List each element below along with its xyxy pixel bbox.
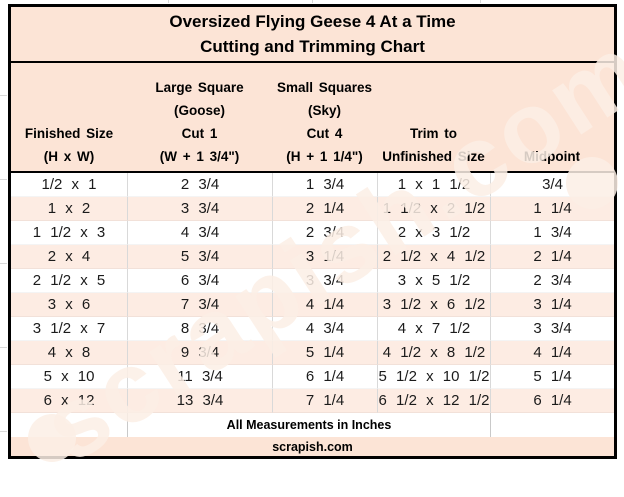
- column-header-finished-size: Finished Size (H x W): [11, 63, 127, 171]
- header-line: Midpoint: [523, 149, 581, 164]
- chart-title-line2: Cutting and Trimming Chart: [200, 37, 425, 56]
- header-divider: [11, 171, 614, 173]
- table-cell: 6 3/4: [127, 269, 272, 293]
- table-cell: 2 1/4: [490, 245, 614, 269]
- table-cell: 2 3/4: [272, 221, 377, 245]
- table-cell: 6 1/2 x 12 1/2: [377, 389, 490, 413]
- table-cell: 6 x 12: [11, 389, 127, 413]
- table-cell: 5 1/2 x 10 1/2: [377, 365, 490, 389]
- table-cell: 11 3/4: [127, 365, 272, 389]
- table-cell: 1/2 x 1: [11, 173, 127, 197]
- column-header-trim-to: Trim to Unfinished Size: [377, 63, 490, 171]
- table-cell: 6 1/4: [490, 389, 614, 413]
- table-cell: 1 3/4: [272, 173, 377, 197]
- table-cell: 1 3/4: [490, 221, 614, 245]
- table-cell: 4 1/2 x 8 1/2: [377, 341, 490, 365]
- table-cell: 1 1/4: [490, 197, 614, 221]
- header-line: Cut 1: [181, 126, 218, 141]
- table-cell: 2 1/2 x 5: [11, 269, 127, 293]
- chart-title-line1: Oversized Flying Geese 4 At a Time: [169, 12, 456, 31]
- table-cell: 4 x 8: [11, 341, 127, 365]
- table-cell: 3 x 5 1/2: [377, 269, 490, 293]
- table-row: 1 x 2 3 3/4 2 1/4 1 1/2 x 2 1/2 1 1/4: [11, 197, 614, 221]
- table-cell: 3 1/2 x 6 1/2: [377, 293, 490, 317]
- table-row: 4 x 8 9 3/4 5 1/4 4 1/2 x 8 1/2 4 1/4: [11, 341, 614, 365]
- table-cell: 3 x 6: [11, 293, 127, 317]
- site-credit: scrapish.com: [272, 439, 353, 454]
- header-line: Cut 4: [306, 126, 343, 141]
- column-header-small-squares: Small Squares (Sky) Cut 4 (H + 1 1/4"): [272, 63, 377, 171]
- header-line: (Sky): [307, 103, 341, 118]
- table-row: 1/2 x 1 2 3/4 1 3/4 1 x 1 1/2 3/4: [11, 173, 614, 197]
- header-line: Large Square: [155, 80, 244, 95]
- table-cell: 4 x 7 1/2: [377, 317, 490, 341]
- table-cell: 1 x 2: [11, 197, 127, 221]
- table-cell: 6 1/4: [272, 365, 377, 389]
- header-line: Trim to: [409, 126, 457, 141]
- table-cell: 7 3/4: [127, 293, 272, 317]
- table-cell: 5 x 10: [11, 365, 127, 389]
- measurements-note-row: All Measurements in Inches: [11, 413, 614, 437]
- table-row: 3 x 6 7 3/4 4 1/4 3 1/2 x 6 1/2 3 1/4: [11, 293, 614, 317]
- header-line: (Goose): [173, 103, 225, 118]
- table-cell: 3 1/4: [272, 245, 377, 269]
- table-cell: 2 1/4: [272, 197, 377, 221]
- table-cell: 2 x 4: [11, 245, 127, 269]
- table-cell: 4 1/4: [272, 293, 377, 317]
- table-cell: 3/4: [490, 173, 614, 197]
- table-cell: 5 1/4: [272, 341, 377, 365]
- table-cell: 7 1/4: [272, 389, 377, 413]
- measurements-note: All Measurements in Inches: [127, 413, 490, 437]
- table-cell: 1 x 1 1/2: [377, 173, 490, 197]
- table-body: 1/2 x 1 2 3/4 1 3/4 1 x 1 1/2 3/4 1 x 2 …: [11, 173, 614, 413]
- chart-title: Oversized Flying Geese 4 At a Time Cutti…: [11, 7, 614, 61]
- header-line: Unfinished Size: [382, 149, 485, 164]
- table-row: 6 x 12 13 3/4 7 1/4 6 1/2 x 12 1/2 6 1/4: [11, 389, 614, 413]
- table-row: 3 1/2 x 7 8 3/4 4 3/4 4 x 7 1/2 3 3/4: [11, 317, 614, 341]
- table-row: 2 1/2 x 5 6 3/4 3 3/4 3 x 5 1/2 2 3/4: [11, 269, 614, 293]
- table-row: 1 1/2 x 3 4 3/4 2 3/4 2 x 3 1/2 1 3/4: [11, 221, 614, 245]
- table-cell: 8 3/4: [127, 317, 272, 341]
- table-cell: 5 3/4: [127, 245, 272, 269]
- title-divider: [11, 61, 614, 63]
- site-credit-row: scrapish.com: [11, 437, 614, 456]
- table-cell: 2 1/2 x 4 1/2: [377, 245, 490, 269]
- footer-spacer-right: [490, 413, 614, 437]
- table-row: 5 x 10 11 3/4 6 1/4 5 1/2 x 10 1/2 5 1/4: [11, 365, 614, 389]
- column-header-midpoint: Midpoint: [490, 63, 614, 171]
- table-cell: 3 3/4: [272, 269, 377, 293]
- footer-spacer-left: [11, 413, 127, 437]
- table-cell: 3 1/2 x 7: [11, 317, 127, 341]
- header-line: (W + 1 3/4"): [159, 149, 240, 164]
- header-line: (H + 1 1/4"): [286, 149, 363, 164]
- table-cell: 2 x 3 1/2: [377, 221, 490, 245]
- header-line: (H x W): [43, 149, 95, 164]
- table-cell: 13 3/4: [127, 389, 272, 413]
- table-cell: 3 3/4: [490, 317, 614, 341]
- header-line: Finished Size: [24, 126, 114, 141]
- table-cell: 5 1/4: [490, 365, 614, 389]
- table-cell: 2 3/4: [127, 173, 272, 197]
- cutting-chart-table: Oversized Flying Geese 4 At a Time Cutti…: [8, 4, 617, 459]
- table-cell: 9 3/4: [127, 341, 272, 365]
- column-header-large-square: Large Square (Goose) Cut 1 (W + 1 3/4"): [127, 63, 272, 171]
- table-cell: 3 3/4: [127, 197, 272, 221]
- table-cell: 3 1/4: [490, 293, 614, 317]
- table-cell: 4 1/4: [490, 341, 614, 365]
- table-cell: 4 3/4: [127, 221, 272, 245]
- table-cell: 1 1/2 x 3: [11, 221, 127, 245]
- table-cell: 2 3/4: [490, 269, 614, 293]
- table-header-row: Finished Size (H x W) Large Square (Goos…: [11, 63, 614, 171]
- table-cell: 4 3/4: [272, 317, 377, 341]
- header-line: Small Squares: [276, 80, 373, 95]
- table-row: 2 x 4 5 3/4 3 1/4 2 1/2 x 4 1/2 2 1/4: [11, 245, 614, 269]
- table-cell: 1 1/2 x 2 1/2: [377, 197, 490, 221]
